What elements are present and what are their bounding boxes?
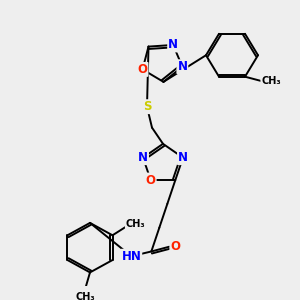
Text: S: S bbox=[143, 100, 151, 113]
Text: HN: HN bbox=[122, 250, 141, 263]
Text: O: O bbox=[170, 240, 180, 253]
Text: O: O bbox=[137, 63, 148, 76]
Text: N: N bbox=[177, 60, 188, 73]
Text: N: N bbox=[138, 151, 148, 164]
Text: N: N bbox=[168, 38, 178, 52]
Text: CH₃: CH₃ bbox=[126, 219, 145, 229]
Text: CH₃: CH₃ bbox=[75, 292, 95, 300]
Text: CH₃: CH₃ bbox=[261, 76, 281, 86]
Text: N: N bbox=[178, 151, 188, 164]
Text: O: O bbox=[146, 173, 156, 187]
